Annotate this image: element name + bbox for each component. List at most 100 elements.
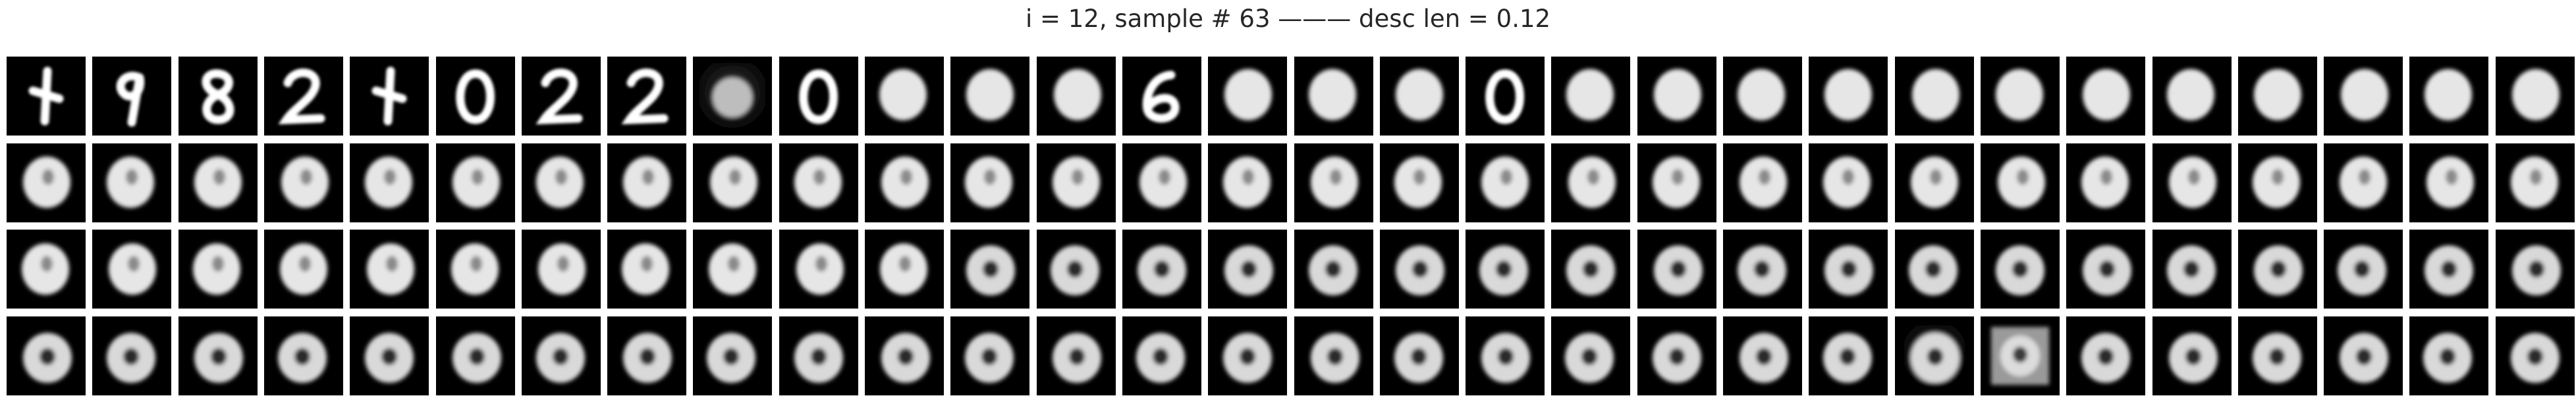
tile-image bbox=[2066, 230, 2145, 309]
tile-image bbox=[436, 316, 515, 395]
tile-image bbox=[436, 143, 515, 222]
tile-image bbox=[865, 230, 944, 309]
grid-tile bbox=[1981, 143, 2060, 222]
grid-tile bbox=[1809, 316, 1888, 395]
grid-tile bbox=[607, 316, 686, 395]
grid-tile bbox=[1637, 316, 1716, 395]
grid-tile bbox=[1037, 316, 1116, 395]
grid-tile bbox=[350, 230, 429, 309]
tile-image bbox=[2409, 230, 2488, 309]
tile-image bbox=[1380, 316, 1459, 395]
grid-tile bbox=[2152, 57, 2232, 136]
grid-tile bbox=[1895, 143, 1974, 222]
grid-tile bbox=[436, 230, 515, 309]
grid-tile bbox=[950, 143, 1029, 222]
grid-tile bbox=[178, 57, 258, 136]
tile-image bbox=[2496, 230, 2575, 309]
tile-image bbox=[2066, 143, 2145, 222]
tile-image bbox=[436, 230, 515, 309]
grid-tile bbox=[2238, 316, 2317, 395]
grid-tile bbox=[264, 316, 343, 395]
grid-tile bbox=[1208, 316, 1287, 395]
tile-image bbox=[522, 143, 601, 222]
grid-tile bbox=[1895, 57, 1974, 136]
grid-tile bbox=[522, 57, 601, 136]
grid-tile bbox=[1551, 230, 1630, 309]
tile-image bbox=[1037, 230, 1116, 309]
tile-image bbox=[1208, 57, 1287, 136]
grid-tile bbox=[522, 143, 601, 222]
tile-image bbox=[2409, 316, 2488, 395]
tile-image bbox=[2238, 230, 2317, 309]
grid-tile bbox=[1723, 143, 1802, 222]
tile-image bbox=[7, 57, 86, 136]
tile-image bbox=[1466, 143, 1545, 222]
tile-image bbox=[1551, 143, 1630, 222]
tile-image bbox=[1208, 230, 1287, 309]
tile-image bbox=[1551, 57, 1630, 136]
tile-image bbox=[178, 143, 258, 222]
grid-tile bbox=[2409, 316, 2488, 395]
tile-image bbox=[865, 143, 944, 222]
tile-image bbox=[1551, 230, 1630, 309]
tile-image bbox=[2066, 316, 2145, 395]
grid-tile bbox=[1122, 143, 1201, 222]
tile-image bbox=[7, 143, 86, 222]
grid-tile bbox=[1208, 57, 1287, 136]
tile-image bbox=[779, 57, 858, 136]
grid-tile bbox=[1981, 57, 2060, 136]
grid-tile bbox=[693, 316, 772, 395]
grid-tile bbox=[1466, 316, 1545, 395]
grid-tile bbox=[1466, 57, 1545, 136]
grid-tile bbox=[1294, 230, 1373, 309]
grid-tile bbox=[2409, 143, 2488, 222]
tile-image bbox=[2496, 143, 2575, 222]
grid-tile bbox=[1723, 316, 1802, 395]
tile-image bbox=[92, 143, 171, 222]
tile-image bbox=[92, 316, 171, 395]
grid-tile bbox=[2066, 230, 2145, 309]
grid-tile bbox=[1551, 57, 1630, 136]
grid-tile bbox=[1380, 316, 1459, 395]
tile-image bbox=[178, 230, 258, 309]
grid-tile bbox=[2152, 230, 2232, 309]
tile-image bbox=[779, 230, 858, 309]
tile-image bbox=[1380, 57, 1459, 136]
grid-tile bbox=[7, 57, 86, 136]
grid-tile bbox=[178, 143, 258, 222]
grid-tile bbox=[2409, 230, 2488, 309]
tile-image bbox=[1466, 57, 1545, 136]
tile-image bbox=[92, 57, 171, 136]
tile-image bbox=[950, 143, 1029, 222]
grid-tile bbox=[607, 230, 686, 309]
grid-tile bbox=[1637, 230, 1716, 309]
grid-tile bbox=[1723, 230, 1802, 309]
grid-tile bbox=[2496, 143, 2575, 222]
tile-image bbox=[178, 316, 258, 395]
tile-image bbox=[1723, 316, 1802, 395]
grid-tile bbox=[693, 230, 772, 309]
grid-tile bbox=[1551, 143, 1630, 222]
tile-image bbox=[950, 230, 1029, 309]
grid-tile bbox=[865, 230, 944, 309]
tile-image bbox=[2152, 57, 2232, 136]
grid-tile bbox=[92, 230, 171, 309]
grid-tile bbox=[1637, 57, 1716, 136]
grid-tile bbox=[264, 57, 343, 136]
tile-image bbox=[436, 57, 515, 136]
tile-image bbox=[2409, 57, 2488, 136]
grid-tile bbox=[2324, 57, 2403, 136]
tile-image bbox=[1122, 143, 1201, 222]
grid-tile bbox=[2324, 230, 2403, 309]
grid-tile bbox=[2496, 57, 2575, 136]
tile-image bbox=[693, 57, 772, 136]
grid-tile bbox=[1981, 230, 2060, 309]
tile-image bbox=[1122, 230, 1201, 309]
tile-image bbox=[2409, 143, 2488, 222]
grid-tile bbox=[865, 57, 944, 136]
tile-image bbox=[1895, 316, 1974, 395]
tile-image bbox=[2324, 316, 2403, 395]
grid-tile bbox=[178, 230, 258, 309]
image-grid bbox=[7, 57, 2575, 395]
grid-tile bbox=[1122, 57, 1201, 136]
